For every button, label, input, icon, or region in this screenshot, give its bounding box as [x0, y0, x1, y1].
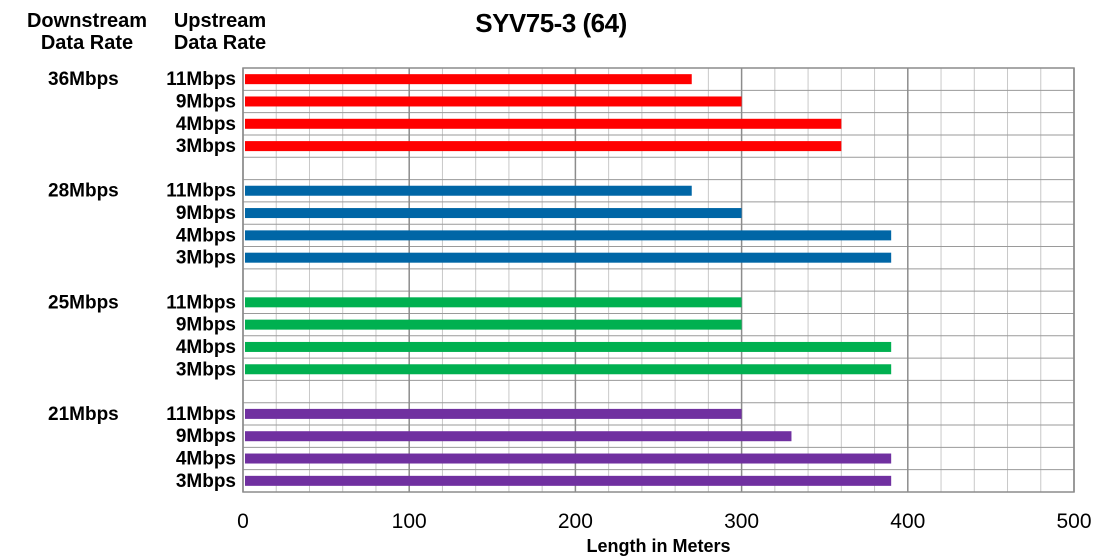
bar: [245, 453, 892, 464]
upstream-rate-label: 11Mbps: [166, 69, 236, 90]
upstream-rate-label: 3Mbps: [176, 359, 236, 380]
upstream-rate-label: 9Mbps: [176, 91, 236, 112]
downstream-rate-label: 36Mbps: [48, 69, 119, 90]
upstream-rate-label: 4Mbps: [176, 225, 236, 246]
bar: [245, 297, 742, 308]
upstream-rate-label: 9Mbps: [176, 315, 236, 336]
x-tick-label: 100: [392, 510, 427, 533]
bar: [245, 141, 842, 152]
upstream-rate-label: 11Mbps: [166, 181, 236, 202]
downstream-header-line1: Downstream: [26, 10, 148, 32]
bar: [245, 364, 892, 375]
downstream-rate-label: 28Mbps: [48, 181, 119, 202]
upstream-rate-label: 3Mbps: [176, 136, 236, 157]
bar: [245, 408, 742, 419]
chart-title: SYV75-3 (64): [475, 8, 627, 38]
bar: [245, 431, 792, 442]
upstream-rate-label: 4Mbps: [176, 337, 236, 358]
x-tick-label: 500: [1056, 510, 1091, 533]
bar: [245, 96, 742, 107]
upstream-rate-label: 11Mbps: [166, 404, 236, 425]
downstream-header-line2: Data Rate: [40, 32, 134, 54]
plot-frame: [242, 67, 1075, 493]
bar: [245, 230, 892, 241]
bar: [245, 118, 842, 129]
bar: [245, 208, 742, 219]
bar: [245, 185, 692, 196]
upstream-rate-label: 4Mbps: [176, 449, 236, 470]
bar: [245, 74, 692, 85]
upstream-rate-label: 4Mbps: [176, 114, 236, 135]
upstream-rate-label: 3Mbps: [176, 248, 236, 269]
x-axis-label: Length in Meters: [586, 536, 730, 556]
upstream-header: Upstream Data Rate: [150, 10, 290, 54]
bar: [245, 252, 892, 263]
upstream-rate-label: 11Mbps: [166, 292, 236, 313]
bar: [245, 341, 892, 352]
upstream-rate-label: 9Mbps: [176, 203, 236, 224]
upstream-header-line2: Data Rate: [173, 32, 267, 54]
bar: [245, 319, 742, 330]
upstream-header-line1: Upstream: [173, 10, 267, 32]
x-tick-label: 0: [237, 510, 249, 533]
downstream-rate-label: 21Mbps: [48, 404, 119, 425]
x-tick-label: 200: [558, 510, 593, 533]
upstream-rate-label: 3Mbps: [176, 471, 236, 492]
upstream-rate-label: 9Mbps: [176, 426, 236, 447]
x-tick-label: 300: [724, 510, 759, 533]
x-tick-label: 400: [890, 510, 925, 533]
downstream-header: Downstream Data Rate: [2, 10, 172, 54]
downstream-rate-label: 25Mbps: [48, 292, 119, 313]
bar: [245, 475, 892, 486]
